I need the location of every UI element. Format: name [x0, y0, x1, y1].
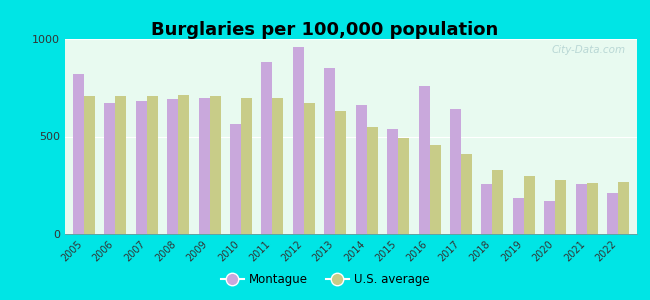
Bar [607, 193, 618, 234]
Bar [241, 98, 252, 234]
Bar [544, 201, 555, 234]
Bar [198, 98, 209, 234]
Bar [147, 95, 158, 234]
Bar [324, 68, 335, 234]
Bar [356, 105, 367, 234]
Bar [618, 182, 629, 234]
Bar [387, 129, 398, 234]
Bar [482, 184, 493, 234]
Bar [73, 74, 84, 234]
Bar [513, 198, 524, 234]
Bar [136, 101, 147, 234]
Bar [587, 183, 598, 234]
Bar [304, 103, 315, 234]
Bar [84, 95, 95, 234]
Bar [555, 180, 566, 234]
Bar [430, 145, 441, 234]
Bar [115, 95, 126, 234]
Bar [493, 169, 504, 234]
Text: City-Data.com: City-Data.com [551, 45, 625, 55]
Bar [461, 154, 472, 234]
Bar [335, 111, 346, 234]
Bar [576, 184, 587, 234]
Bar [178, 94, 189, 234]
Bar [230, 124, 241, 234]
Bar [419, 86, 430, 234]
Bar [209, 95, 220, 234]
Bar [398, 138, 409, 234]
Text: Burglaries per 100,000 population: Burglaries per 100,000 population [151, 21, 499, 39]
Bar [524, 176, 535, 234]
Bar [367, 127, 378, 234]
Bar [293, 47, 304, 234]
Bar [272, 98, 283, 234]
Bar [450, 109, 461, 234]
Bar [167, 99, 178, 234]
Bar [104, 103, 115, 234]
Bar [261, 62, 272, 234]
Legend: Montague, U.S. average: Montague, U.S. average [216, 269, 434, 291]
